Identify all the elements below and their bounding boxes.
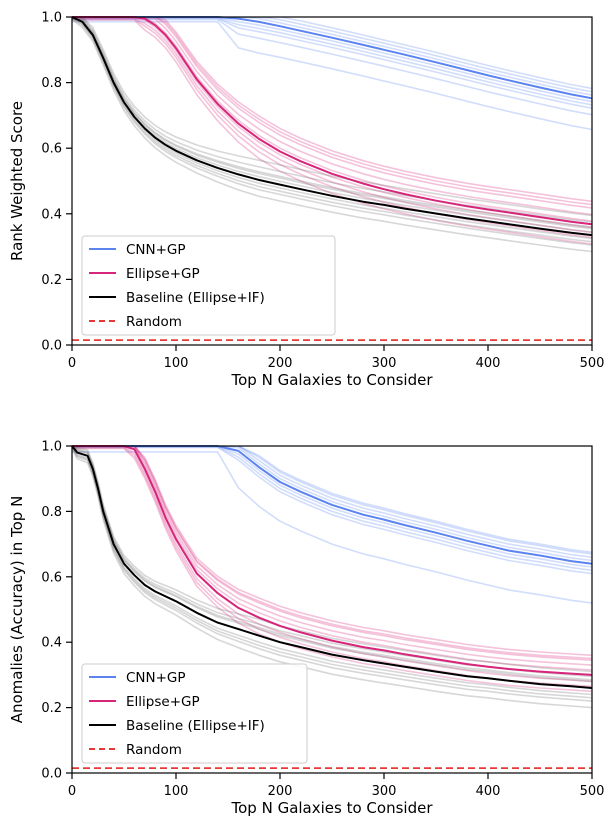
trial-line-ellipse-gp-4 — [72, 17, 592, 222]
chart-panel-1: 0 100 200 300 400 500 0.0 0.2 0.4 0.6 0.8 1.0 Top N … — [8, 11, 604, 390]
trial-line-cnn-gp-1 — [72, 17, 592, 90]
trial-line-cnn-gp-9 — [72, 446, 592, 554]
x-tick-label: 100 — [164, 356, 189, 371]
y-tick-label: 0.8 — [41, 505, 62, 520]
trial-line-ellipse-gp-2 — [72, 446, 592, 661]
x-axis-label: Top N Galaxies to Consider — [231, 371, 434, 389]
trial-line-ellipse-gp-1 — [72, 446, 592, 657]
series-line-baseline-ellipse-if — [71, 16, 593, 237]
trial-line-baseline-ellipse-if-1 — [72, 18, 592, 253]
y-tick-label: 0.4 — [41, 636, 62, 651]
trial-line-baseline-ellipse-if-2 — [72, 447, 592, 702]
x-tick-label: 400 — [476, 784, 501, 799]
x-tick-label: 400 — [476, 356, 501, 371]
y-tick-label: 0.4 — [41, 207, 62, 222]
trial-line-cnn-gp-7 — [72, 446, 592, 575]
x-tick-label: 500 — [580, 356, 605, 371]
trial-line-cnn-gp-8 — [72, 451, 592, 604]
trial-line-ellipse-gp-2 — [72, 17, 592, 209]
trial-line-ellipse-gp-1 — [72, 17, 592, 203]
legend-box — [81, 235, 336, 336]
y-tick-label: 0.2 — [41, 701, 62, 716]
trial-line-cnn-gp-2 — [72, 17, 592, 93]
x-tick-label: 300 — [372, 356, 397, 371]
trial-line-baseline-ellipse-if-9 — [72, 17, 592, 230]
legend-label-random: Random — [126, 742, 182, 758]
legend: CNN+GP Ellipse+GP Baseline (Ellipse+IF) Ran… — [81, 235, 336, 336]
x-tick-label: 0 — [68, 784, 76, 799]
y-tick-label: 0.6 — [41, 570, 62, 585]
trial-line-ellipse-gp-4 — [72, 446, 592, 671]
series-line-ellipse-gp — [72, 445, 593, 676]
legend: CNN+GP Ellipse+GP Baseline (Ellipse+IF) Ran… — [81, 663, 308, 764]
trial-line-baseline-ellipse-if-7 — [72, 446, 592, 673]
x-tick-label: 200 — [268, 356, 293, 371]
trial-line-baseline-ellipse-if-7 — [72, 17, 592, 217]
plot-frame — [71, 16, 593, 346]
trial-line-cnn-gp-3 — [72, 446, 592, 562]
legend-label-baseline-ellipse-if: Baseline (Ellipse+IF) — [126, 718, 265, 734]
y-axis-label: Anomalies (Accuracy) in Top N — [8, 496, 26, 724]
legend-label-ellipse-gp: Ellipse+GP — [126, 694, 200, 710]
y-tick-label: 0.2 — [41, 273, 62, 288]
trial-line-ellipse-gp-8 — [72, 447, 592, 693]
legend-box — [81, 663, 308, 764]
trial-line-cnn-gp-9 — [72, 20, 592, 131]
legend-label-baseline-ellipse-if: Baseline (Ellipse+IF) — [126, 290, 265, 306]
x-tick-label: 0 — [68, 356, 76, 371]
trial-line-cnn-gp-7 — [72, 17, 592, 109]
legend-label-cnn-gp: CNN+GP — [126, 670, 186, 686]
trial-line-ellipse-gp-7 — [72, 18, 592, 239]
x-tick-label: 500 — [580, 784, 605, 799]
y-tick-label: 1.0 — [41, 11, 62, 26]
trial-line-ellipse-gp-8 — [72, 19, 592, 245]
series-line-cnn-gp — [72, 445, 593, 565]
trial-line-ellipse-gp-3 — [72, 446, 592, 666]
y-tick-label: 0.8 — [41, 76, 62, 91]
x-tick-label: 200 — [268, 784, 293, 799]
trial-line-cnn-gp-8 — [72, 18, 592, 116]
y-tick-label: 0.0 — [41, 339, 62, 354]
chart-panel-2: 0 100 200 300 400 500 0.0 0.2 0.4 0.6 0.8 1.0 Top N … — [8, 440, 604, 818]
trial-line-cnn-gp-1 — [72, 446, 592, 555]
series-line-baseline-ellipse-if — [71, 445, 593, 689]
plot-frame — [71, 445, 593, 774]
trial-line-baseline-ellipse-if-2 — [72, 17, 592, 246]
y-axis-label: Rank Weighted Score — [8, 101, 26, 261]
legend-label-ellipse-gp: Ellipse+GP — [126, 266, 200, 282]
y-tick-label: 1.0 — [41, 440, 62, 455]
trial-line-baseline-ellipse-if-1 — [72, 448, 592, 709]
legend-label-random: Random — [126, 314, 182, 330]
x-axis-label: Top N Galaxies to Consider — [231, 799, 434, 817]
x-tick-label: 100 — [164, 784, 189, 799]
trial-line-cnn-gp-2 — [72, 446, 592, 558]
trial-line-ellipse-gp-6 — [72, 17, 592, 234]
trial-line-baseline-ellipse-if-5 — [72, 17, 592, 228]
trial-line-ellipse-gp-3 — [72, 17, 592, 216]
trial-line-ellipse-gp-9 — [72, 17, 592, 206]
trial-line-baseline-ellipse-if-8 — [72, 17, 592, 243]
legend-label-cnn-gp: CNN+GP — [126, 242, 186, 258]
trial-line-cnn-gp-3 — [72, 17, 592, 96]
trial-line-baseline-ellipse-if-6 — [72, 17, 592, 223]
x-tick-label: 300 — [372, 784, 397, 799]
y-tick-label: 0.0 — [41, 767, 62, 782]
trial-line-ellipse-gp-9 — [72, 446, 592, 660]
y-tick-label: 0.6 — [41, 142, 62, 157]
